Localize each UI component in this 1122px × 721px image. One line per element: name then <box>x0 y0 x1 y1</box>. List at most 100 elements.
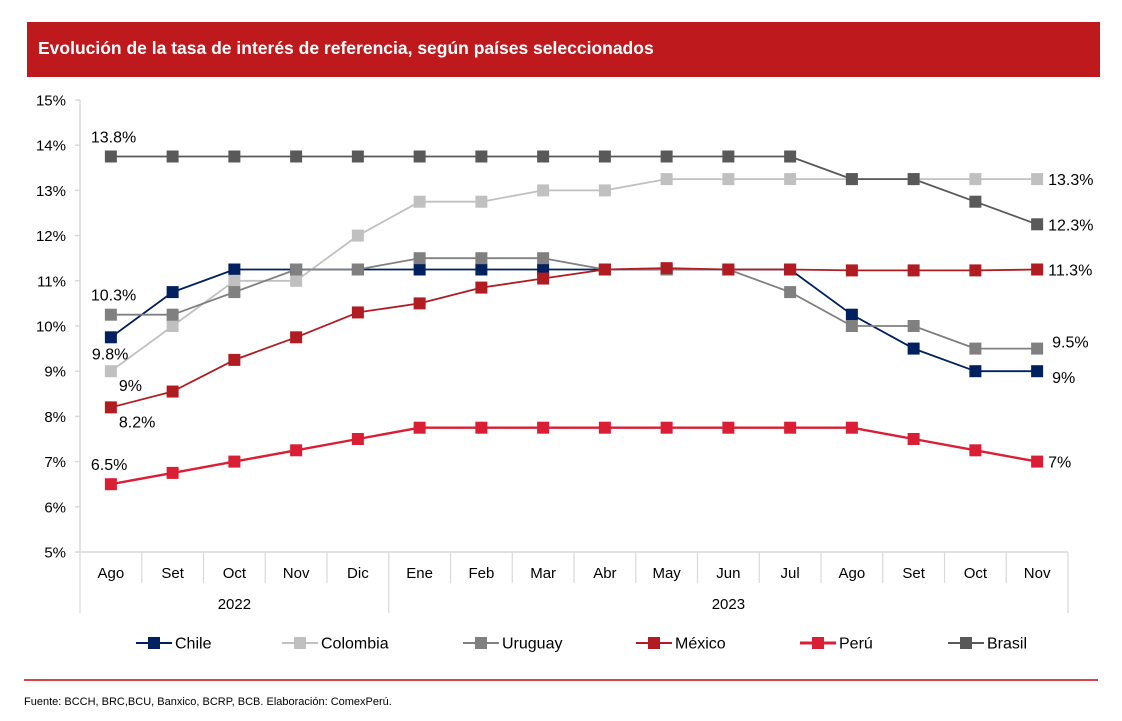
data-point-peru <box>104 478 117 491</box>
data-point-brasil <box>907 173 920 186</box>
data-point-peru <box>660 421 673 434</box>
legend-item-colombia: Colombia <box>282 636 389 653</box>
data-point-chile <box>907 342 920 355</box>
data-point-chile <box>1031 365 1044 378</box>
data-point-mexico <box>413 297 426 310</box>
data-point-peru <box>1031 455 1044 468</box>
data-point-mexico <box>351 306 364 319</box>
data-point-chile <box>413 263 426 276</box>
series-line-mexico <box>110 267 1038 409</box>
legend-label: Perú <box>839 636 873 653</box>
legend-item-peru: Perú <box>800 636 873 653</box>
data-point-colombia <box>969 173 982 186</box>
y-tick-label: 15% <box>36 93 66 110</box>
data-point-peru <box>413 421 426 434</box>
x-tick-label: Nov <box>283 565 310 582</box>
data-point-brasil <box>475 150 488 163</box>
data-point-mexico <box>228 353 241 366</box>
legend-marker-icon <box>148 637 160 649</box>
footer-divider <box>24 679 1098 681</box>
series-line-brasil <box>110 155 1038 226</box>
data-label-uruguay: 10.3% <box>91 288 136 305</box>
data-point-mexico <box>475 281 488 294</box>
data-point-colombia <box>784 173 797 186</box>
data-point-mexico <box>722 263 735 276</box>
data-point-mexico <box>660 262 673 275</box>
legend-item-brasil: Brasil <box>948 636 1027 653</box>
data-point-peru <box>722 421 735 434</box>
data-point-mexico <box>290 331 303 344</box>
data-point-mexico <box>969 264 982 277</box>
data-point-mexico <box>907 264 920 277</box>
x-tick-label: Mar <box>530 565 556 582</box>
x-tick-label: Nov <box>1024 565 1051 582</box>
legend-label: México <box>675 636 726 653</box>
data-point-uruguay <box>290 263 303 276</box>
series-line-chile <box>110 268 1038 373</box>
x-tick-label: Set <box>161 565 184 582</box>
legend-label: Chile <box>175 636 212 653</box>
data-label-peru: 7% <box>1048 455 1071 472</box>
data-point-uruguay <box>104 308 117 321</box>
y-tick-label: 9% <box>44 364 66 381</box>
data-point-peru <box>598 421 611 434</box>
data-point-chile <box>166 286 179 299</box>
data-point-uruguay <box>969 342 982 355</box>
data-point-colombia <box>413 195 426 208</box>
data-point-brasil <box>845 173 858 186</box>
data-point-mexico <box>537 272 550 285</box>
data-point-uruguay <box>351 263 364 276</box>
data-point-brasil <box>598 150 611 163</box>
data-point-colombia <box>598 184 611 197</box>
data-point-colombia <box>722 173 735 186</box>
x-tick-label: Feb <box>468 565 494 582</box>
data-point-peru <box>228 455 241 468</box>
y-tick-label: 5% <box>44 545 66 562</box>
data-point-uruguay <box>537 252 550 265</box>
data-point-colombia <box>660 173 673 186</box>
data-point-colombia <box>228 274 241 287</box>
y-tick-label: 7% <box>44 454 66 471</box>
data-label-peru: 6.5% <box>91 457 127 474</box>
legend-marker-icon <box>812 637 824 649</box>
legend-marker-icon <box>294 637 306 649</box>
x-tick-label: Oct <box>964 565 988 582</box>
legend-item-mexico: México <box>636 636 726 653</box>
data-point-peru <box>907 433 920 445</box>
x-tick-label: Abr <box>593 565 616 582</box>
data-point-mexico <box>1031 263 1044 276</box>
data-point-chile <box>537 263 550 276</box>
year-group-label: 2022 <box>218 596 251 613</box>
data-point-colombia <box>104 365 117 378</box>
x-tick-label: Oct <box>223 565 247 582</box>
data-point-mexico <box>845 264 858 277</box>
data-label-brasil: 12.3% <box>1048 217 1093 234</box>
data-point-uruguay <box>475 252 488 265</box>
data-point-colombia <box>351 229 364 242</box>
data-point-brasil <box>722 150 735 163</box>
data-point-mexico <box>598 263 611 276</box>
data-label-mexico: 8.2% <box>119 414 155 431</box>
data-label-uruguay: 9.5% <box>1052 335 1088 352</box>
series-line-colombia <box>110 178 1038 372</box>
year-group-label: 2023 <box>712 596 745 613</box>
data-point-chile <box>228 263 241 276</box>
data-point-peru <box>784 421 797 434</box>
y-tick-label: 11% <box>37 273 66 290</box>
data-point-brasil <box>104 150 117 163</box>
data-point-colombia <box>290 274 303 287</box>
x-tick-label: Ago <box>98 565 125 582</box>
data-label-colombia: 9% <box>119 378 142 395</box>
data-point-brasil <box>413 150 426 163</box>
x-tick-label: Jun <box>716 565 740 582</box>
data-point-brasil <box>351 150 364 163</box>
y-tick-label: 10% <box>36 319 66 336</box>
data-point-brasil <box>290 150 303 163</box>
data-point-uruguay <box>166 308 179 321</box>
data-label-chile: 9% <box>1052 370 1075 387</box>
chart-title: Evolución de la tasa de interés de refer… <box>38 38 654 58</box>
data-point-mexico <box>104 401 117 414</box>
source-note: Fuente: BCCH, BRC,BCU, Banxico, BCRP, BC… <box>24 696 392 708</box>
y-tick-label: 14% <box>36 138 66 155</box>
legend-label: Uruguay <box>502 636 562 653</box>
